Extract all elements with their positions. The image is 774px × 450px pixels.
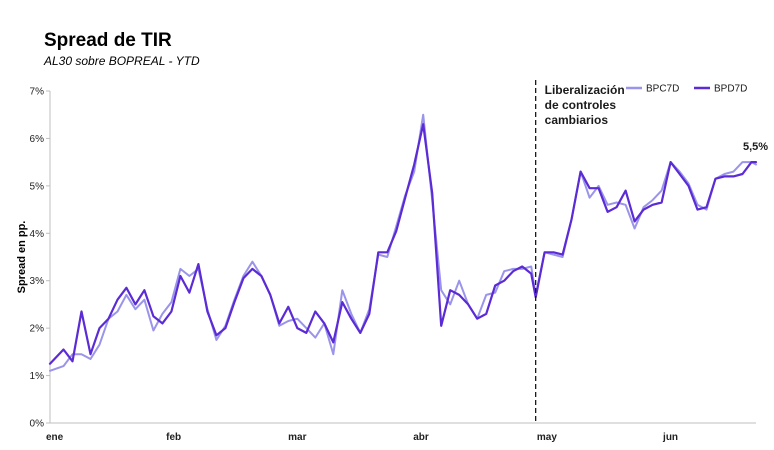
y-tick-label: 5% — [30, 181, 45, 192]
legend: BPC7D BPD7D — [626, 84, 747, 95]
legend-label-bpd7d: BPD7D — [714, 84, 747, 95]
y-axis-label: Spread en pp. — [16, 221, 28, 294]
end-value-label: 5,5% — [743, 141, 768, 153]
y-tick-label: 2% — [30, 324, 45, 335]
x-tick-label: abr — [413, 432, 429, 443]
series-lines — [48, 113, 758, 372]
y-tick-label: 3% — [30, 276, 45, 287]
annotation-text-line: de controles — [545, 98, 617, 112]
x-tick-label: mar — [288, 432, 306, 443]
chart-title: Spread de TIR — [44, 30, 172, 51]
y-tick-label: 7% — [30, 87, 45, 98]
axes: 0% 1% 2% 3% 4% 5% 6% 7% ene feb mar abr may jun Spread… — [16, 87, 756, 443]
chart-subtitle: AL30 sobre BOPREAL - YTD — [44, 54, 200, 68]
legend-label-bpc7d: BPC7D — [646, 84, 679, 95]
y-tick-label: 0% — [30, 419, 45, 430]
x-tick-label: may — [537, 432, 557, 443]
x-tick-label: ene — [46, 432, 64, 443]
y-tick-label: 4% — [30, 229, 45, 240]
y-tick-label: 1% — [30, 371, 45, 382]
annotation-text-line: cambiarios — [545, 113, 609, 127]
annotation-text-line: Liberalización — [545, 83, 625, 97]
x-tick-label: feb — [166, 432, 181, 443]
x-tick-label: jun — [662, 432, 678, 443]
y-tick-label: 6% — [30, 134, 45, 145]
series-line-bpd7d — [48, 123, 758, 365]
series-line-bpc7d — [49, 113, 757, 372]
